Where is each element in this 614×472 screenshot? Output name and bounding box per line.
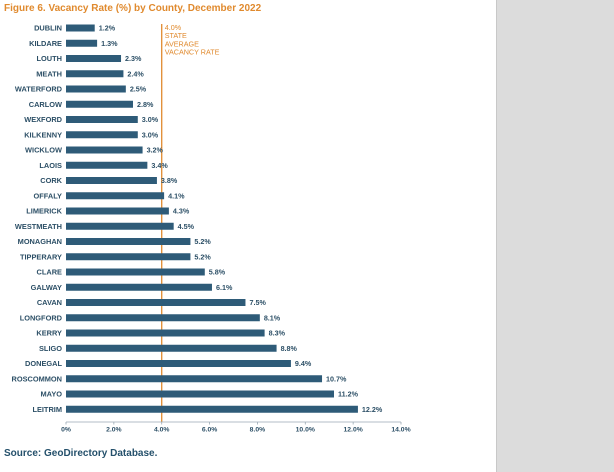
bar-offaly (66, 192, 165, 200)
value-label: 2.8% (137, 100, 154, 109)
bar-wicklow (66, 146, 143, 154)
x-tick-label: 4.0% (154, 427, 170, 434)
category-label: MEATH (36, 69, 62, 78)
category-label: KILDARE (29, 39, 62, 48)
state-average-label: 4.0% (165, 23, 182, 32)
bar-sligo (66, 344, 277, 352)
value-label: 3.0% (142, 130, 159, 139)
state-average-label: VACANCY RATE (165, 48, 220, 57)
category-label: LEITRIM (32, 405, 62, 414)
category-label: SLIGO (39, 344, 62, 353)
bar-clare (66, 268, 205, 276)
category-label: OFFALY (34, 191, 63, 200)
category-label: WATERFORD (15, 85, 63, 94)
value-label: 11.2% (338, 390, 359, 399)
category-label: LAOIS (39, 161, 62, 170)
value-label: 5.2% (194, 237, 211, 246)
category-label: KILKENNY (24, 130, 62, 139)
category-label: WICKLOW (25, 146, 62, 155)
category-label: CARLOW (29, 100, 62, 109)
value-label: 9.4% (295, 359, 312, 368)
bar-cavan (66, 299, 246, 306)
category-label: WESTMEATH (15, 222, 62, 231)
x-tick-label: 12.0% (344, 427, 363, 434)
bar-carlow (66, 100, 133, 108)
bar-waterford (66, 85, 126, 93)
category-label: KERRY (36, 329, 62, 338)
x-tick-label: 14.0% (391, 427, 410, 434)
value-label: 4.5% (178, 222, 195, 231)
x-tick-label: 10.0% (296, 427, 315, 434)
bar-mayo (66, 390, 334, 398)
category-label: GALWAY (31, 283, 62, 292)
value-label: 1.3% (101, 39, 118, 48)
x-tick-label: 6.0% (202, 427, 218, 434)
value-label: 3.4% (151, 161, 168, 170)
value-label: 3.0% (142, 115, 159, 124)
x-tick-label: 0% (61, 427, 71, 434)
category-label: LONGFORD (20, 313, 63, 322)
bar-tipperary (66, 253, 191, 261)
value-label: 12.2% (362, 405, 383, 414)
category-label: TIPPERARY (20, 252, 62, 261)
bar-limerick (66, 207, 169, 215)
value-label: 5.8% (209, 268, 226, 277)
category-label: WEXFORD (24, 115, 62, 124)
value-label: 5.2% (194, 252, 211, 261)
state-average-label: AVERAGE (165, 39, 199, 48)
value-label: 7.5% (249, 298, 266, 307)
bar-westmeath (66, 222, 174, 230)
value-label: 2.3% (125, 54, 142, 63)
category-label: MONAGHAN (18, 237, 62, 246)
value-label: 8.1% (264, 313, 281, 322)
value-label: 2.4% (127, 69, 144, 78)
category-label: CORK (40, 176, 62, 185)
bar-louth (66, 55, 122, 62)
bar-roscommon (66, 375, 323, 383)
value-label: 1.2% (99, 24, 116, 33)
bar-monaghan (66, 238, 191, 245)
state-average-label: STATE (165, 31, 187, 40)
bar-kildare (66, 39, 98, 47)
value-label: 10.7% (326, 374, 347, 383)
category-label: DONEGAL (25, 359, 62, 368)
x-tick-label: 8.0% (250, 427, 266, 434)
value-label: 6.1% (216, 283, 233, 292)
value-label: 3.2% (147, 146, 164, 155)
bar-cork (66, 177, 157, 184)
figure-title: Figure 6. Vacancy Rate (%) by County, De… (4, 3, 262, 14)
source-note: Source: GeoDirectory Database. (4, 448, 158, 459)
value-label: 2.5% (130, 85, 147, 94)
value-label: 4.3% (173, 207, 190, 216)
x-tick-label: 2.0% (106, 427, 122, 434)
category-label: ROSCOMMON (11, 374, 62, 383)
bar-wexford (66, 116, 138, 123)
category-label: LOUTH (37, 54, 62, 63)
bar-galway (66, 283, 212, 291)
bar-leitrim (66, 405, 358, 413)
category-label: MAYO (41, 390, 63, 399)
value-label: 3.8% (161, 176, 178, 185)
bar-meath (66, 70, 124, 78)
value-label: 8.3% (269, 329, 286, 338)
value-label: 8.8% (281, 344, 298, 353)
bar-donegal (66, 360, 291, 367)
bar-longford (66, 314, 260, 322)
bar-dublin (66, 24, 95, 32)
category-label: CLARE (37, 268, 63, 277)
bar-laois (66, 161, 148, 169)
category-label: DUBLIN (34, 24, 62, 33)
category-label: CAVAN (37, 298, 62, 307)
category-label: LIMERICK (26, 207, 62, 216)
value-label: 4.1% (168, 191, 185, 200)
bar-kerry (66, 329, 265, 337)
bar-kilkenny (66, 131, 138, 139)
